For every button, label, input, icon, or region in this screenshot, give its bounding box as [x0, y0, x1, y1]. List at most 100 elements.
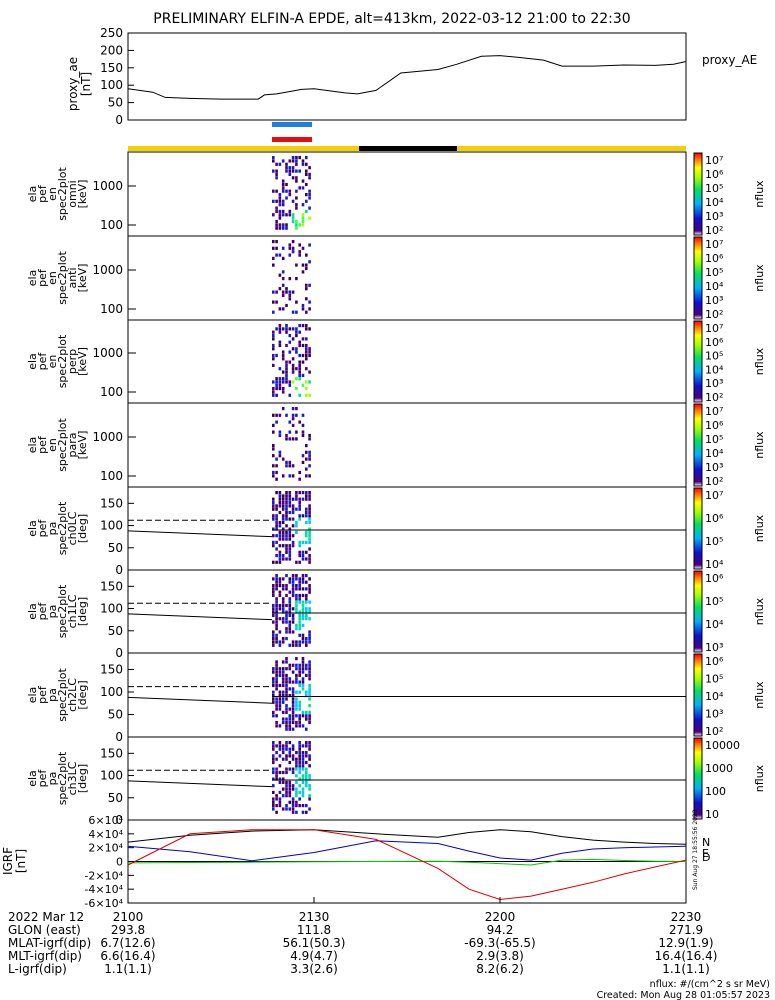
- spec-panel-frame: [127, 736, 687, 821]
- spec-cell: [291, 407, 295, 411]
- spec-ylabel-line: ela: [26, 186, 39, 203]
- colorbar-tick-label: 10⁵: [705, 182, 723, 195]
- spec-cell: [288, 527, 292, 531]
- spec-cell: [285, 223, 288, 227]
- spec-cell: [301, 179, 305, 183]
- spec-ylabel-line: en: [46, 355, 59, 369]
- spec-cell: [295, 226, 298, 230]
- spec-cell: [298, 587, 301, 591]
- spec-cell: [285, 327, 288, 331]
- spec-cell: [281, 203, 285, 207]
- spec-cell: [295, 520, 298, 525]
- loss-cone-line: [127, 530, 273, 538]
- spec-ytick-label: 100: [100, 469, 123, 483]
- spec-cell: [295, 690, 298, 694]
- row-label-date: 2022 Mar 12: [8, 910, 84, 924]
- spec-cell: [281, 747, 285, 751]
- spec-cell: [291, 687, 295, 691]
- spec-cell: [305, 520, 308, 525]
- spec-cell: [305, 667, 308, 671]
- spec-cell: [281, 223, 285, 227]
- spec-cell: [295, 774, 298, 778]
- spec-cell: [275, 744, 278, 748]
- colorbar-tick-label: 10⁶: [705, 336, 724, 349]
- spec-cell: [295, 574, 298, 578]
- spec-cell: [305, 387, 308, 391]
- spec-ylabel-line: ela: [26, 603, 39, 620]
- spec-cell: [275, 514, 278, 518]
- spec-cell: [288, 213, 292, 217]
- spec-cell: [275, 770, 278, 775]
- spec-cell: [291, 744, 295, 748]
- spec-cell: [291, 507, 295, 511]
- spec-cell: [278, 530, 282, 534]
- spec-cell: [291, 584, 295, 588]
- spec-ylabel-line: pa: [46, 522, 59, 536]
- spec-cell: [298, 340, 301, 344]
- spec-cell: [281, 694, 285, 698]
- spec-cell: [291, 574, 295, 578]
- spec-cell: [285, 544, 288, 548]
- spec-cell: [285, 694, 288, 698]
- spec-panel-frame: [127, 319, 687, 404]
- spec-cell: [275, 574, 278, 578]
- spec-cell: [278, 162, 282, 166]
- spec-cell: [272, 784, 275, 788]
- spec-ytick-label: 100: [100, 218, 123, 232]
- spec-cell: [308, 777, 311, 781]
- spec-cell: [275, 560, 278, 564]
- spec-cell: [291, 176, 295, 180]
- igrf-legend-e: E: [702, 847, 709, 860]
- spec-cell: [278, 193, 282, 197]
- spec-cell: [272, 159, 275, 163]
- spec-cell: [275, 223, 278, 227]
- colorbar-tick-label: 10³: [705, 708, 723, 721]
- spec-panel-para: 1001000elapefenspec2plotpara[keV]10²10³1…: [26, 402, 766, 488]
- colorbar-tick-label: 10²: [705, 224, 723, 237]
- spec-cell: [291, 413, 295, 417]
- spec-cell: [295, 767, 298, 771]
- spec-cell: [291, 747, 295, 751]
- spec-cell: [275, 663, 278, 667]
- spec-cell: [278, 590, 282, 594]
- spec-cell: [308, 283, 311, 287]
- spec-cell: [298, 156, 301, 160]
- spec-cell: [285, 704, 288, 708]
- spec-cell: [288, 807, 292, 811]
- spec-cell: [285, 324, 288, 328]
- spec-cell: [281, 407, 285, 411]
- time-tick-label: 2130: [299, 910, 330, 924]
- spec-cell: [308, 663, 311, 667]
- spec-cell: [278, 203, 282, 207]
- spec-cell: [298, 363, 301, 367]
- spec-cell: [285, 367, 288, 371]
- spec-cell: [305, 337, 308, 341]
- spec-cell: [281, 213, 285, 217]
- spec-cell: [288, 603, 292, 608]
- spec-panel-perp: 1001000elapefenspec2plotperp[keV]10²10³1…: [26, 319, 766, 404]
- spec-cell: [288, 677, 292, 681]
- spec-cell: [288, 747, 292, 751]
- spec-cell: [301, 790, 305, 794]
- spec-ytick-label: 100: [100, 602, 123, 616]
- colorbar-tick-label: 10³: [705, 294, 723, 307]
- spec-cell: [281, 520, 285, 525]
- spec-cell: [275, 209, 278, 213]
- igrf-ytick-label: 2×10⁴: [88, 842, 123, 855]
- spec-cell: [291, 517, 295, 521]
- spec-cell: [272, 603, 275, 608]
- spec-cell: [285, 787, 288, 791]
- spec-ylabel-line: ch0LC: [66, 511, 79, 545]
- spec-cell: [298, 353, 301, 358]
- spec-cell: [301, 454, 305, 458]
- spec-ylabel-line: ela: [26, 437, 39, 454]
- spec-cell: [275, 633, 278, 637]
- spec-cell: [308, 757, 311, 761]
- spec-cell: [308, 630, 311, 634]
- spec-cell: [278, 226, 282, 230]
- spec-cell: [288, 760, 292, 765]
- spec-panel-frame: [127, 569, 687, 654]
- spec-cell: [288, 663, 292, 667]
- spec-cell: [285, 491, 288, 495]
- ephemeris-value: 1.1(1.1): [662, 962, 710, 976]
